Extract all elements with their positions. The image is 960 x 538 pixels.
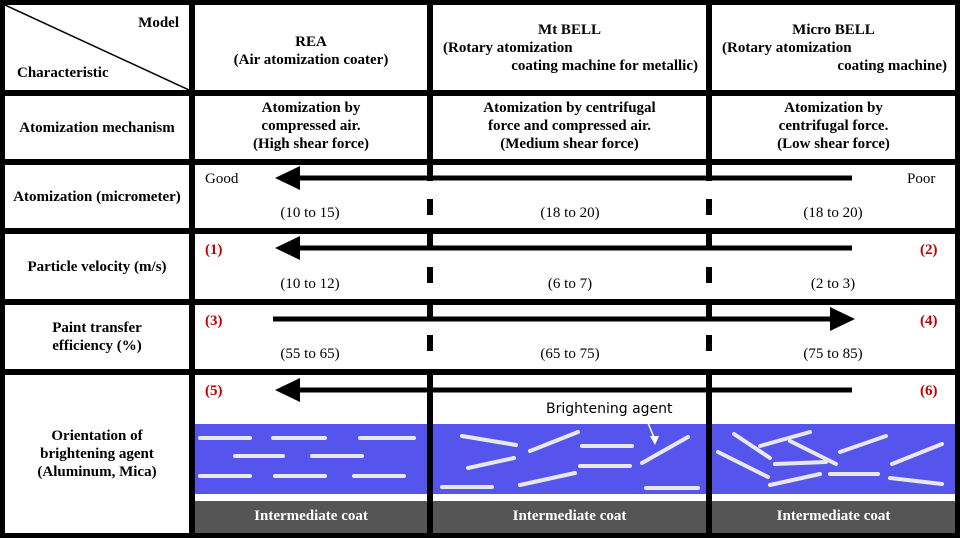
intermediate-coat-micro-bell: Intermediate coat — [712, 501, 955, 533]
velocity-value-mt: (6 to 7) — [547, 276, 593, 292]
row-separator — [195, 228, 955, 234]
micro-bell-sub2: coating machine) — [837, 58, 947, 74]
intermediate-coat-mt-bell: Intermediate coat — [433, 501, 706, 533]
row-label-orientation: Orientation of brightening agent (Alumin… — [5, 375, 189, 533]
marker-1: (1) — [205, 242, 223, 258]
velocity-value-rea: (10 to 12) — [280, 276, 340, 292]
atomization-value-mt: (18 to 20) — [540, 205, 600, 221]
mech-mt-line2: force and compressed air. — [487, 118, 652, 134]
row-label-transfer-text: Paint transfer efficiency (%) — [52, 320, 142, 354]
row-label-atomization: Atomization (micrometer) — [5, 165, 189, 228]
mech-micro-line2: centrifugal force. — [778, 118, 889, 134]
corner-diagonal — [5, 5, 189, 90]
row-label-mechanism: Atomization mechanism — [5, 96, 189, 159]
row-label-atomization-text: Atomization (micrometer) — [13, 188, 181, 205]
row-separator — [195, 299, 955, 305]
brightening-agent-pointer — [645, 417, 659, 445]
micro-bell-sub1: (Rotary atomization — [722, 40, 852, 56]
mechanism-micro-bell: Atomization by centrifugal force. (Low s… — [712, 96, 955, 159]
row-label-transfer: Paint transfer efficiency (%) — [5, 305, 189, 369]
marker-4: (4) — [920, 313, 938, 329]
brightening-agent-label: Brightening agent — [546, 401, 673, 417]
arrow-orientation-left — [275, 378, 852, 402]
mt-bell-sub1: (Rotary atomization — [443, 40, 573, 56]
column-dividers — [427, 165, 712, 538]
atomization-value-rea: (10 to 15) — [280, 205, 340, 221]
mech-micro-line3: (Low shear force) — [777, 136, 890, 152]
corner-model-label: Model — [138, 15, 179, 31]
mt-bell-sub2: coating machine for metallic) — [511, 58, 698, 74]
arrow-velocity-left — [275, 236, 852, 260]
mech-mt-line1: Atomization by centrifugal — [483, 100, 656, 116]
atomization-value-micro: (18 to 20) — [803, 205, 863, 221]
flakes-micro-bell — [716, 430, 944, 487]
arrow-transfer-right — [273, 307, 855, 331]
arrow-atomization-left — [275, 166, 852, 190]
flakes-rea — [198, 436, 416, 478]
rea-name: REA — [295, 34, 327, 50]
mech-rea-line1: Atomization by — [261, 100, 361, 116]
column-header-micro-bell: Micro BELL (Rotary atomization coating m… — [712, 5, 955, 90]
marker-3: (3) — [205, 313, 223, 329]
mt-bell-name: Mt BELL — [538, 22, 601, 38]
transfer-value-rea: (55 to 65) — [280, 346, 340, 362]
column-header-mt-bell: Mt BELL (Rotary atomization coating mach… — [433, 5, 706, 90]
transfer-value-micro: (75 to 85) — [803, 346, 863, 362]
transfer-value-mt: (65 to 75) — [540, 346, 600, 362]
rea-sub1: (Air atomization coater) — [233, 52, 389, 68]
corner-cell: Model Characteristic — [5, 5, 189, 90]
mech-rea-line3: (High shear force) — [252, 136, 370, 152]
atomization-good-label: Good — [205, 171, 239, 187]
mech-rea-line2: compressed air. — [261, 118, 361, 134]
flakes-mt-bell — [440, 430, 700, 490]
row-label-velocity: Particle velocity (m/s) — [5, 234, 189, 299]
mech-micro-line1: Atomization by — [784, 100, 883, 116]
marker-6: (6) — [920, 383, 938, 399]
mechanism-rea: Atomization by compressed air. (High she… — [195, 96, 427, 159]
row-separator — [195, 369, 955, 375]
marker-2: (2) — [920, 242, 938, 258]
intermediate-coat-rea: Intermediate coat — [195, 501, 427, 533]
velocity-value-micro: (2 to 3) — [810, 276, 856, 292]
marker-5: (5) — [205, 383, 223, 399]
micro-bell-name: Micro BELL — [792, 22, 875, 38]
row-label-mechanism-text: Atomization mechanism — [19, 119, 175, 136]
paint-layer-rea — [195, 424, 427, 494]
row-label-velocity-text: Particle velocity (m/s) — [27, 258, 167, 275]
atomization-poor-label: Poor — [907, 171, 936, 187]
column-header-rea: REA (Air atomization coater) — [195, 5, 427, 90]
mech-mt-line3: (Medium shear force) — [500, 136, 639, 152]
row-label-orientation-text: Orientation of brightening agent (Alumin… — [37, 428, 157, 480]
corner-characteristic-label: Characteristic — [17, 65, 109, 81]
mechanism-mt-bell: Atomization by centrifugal force and com… — [433, 96, 706, 159]
